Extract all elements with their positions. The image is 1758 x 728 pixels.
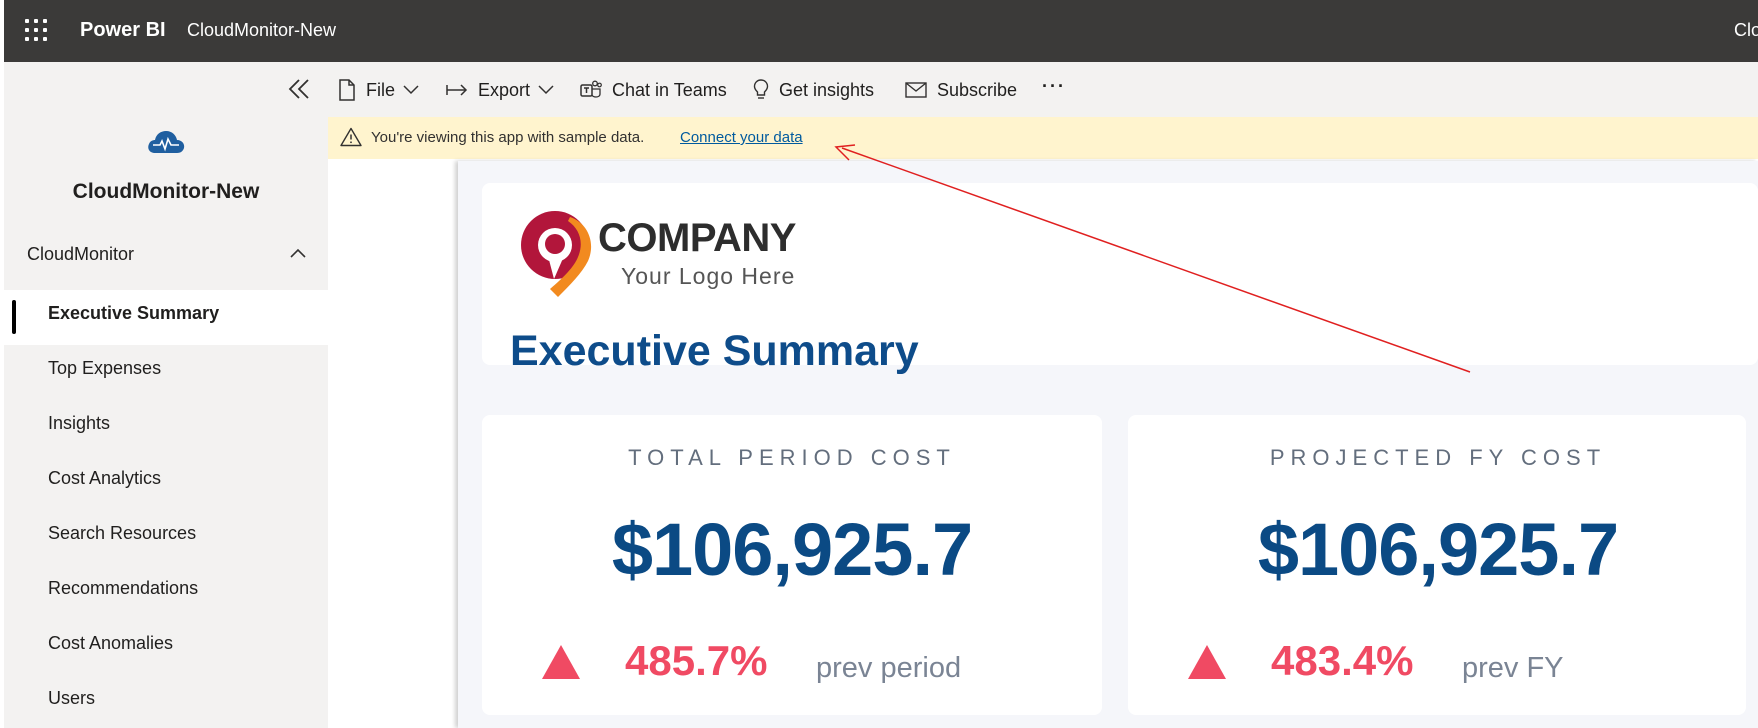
kpi-card-total-period-cost[interactable]: TOTAL PERIOD COST $106,925.7 485.7% prev… bbox=[482, 415, 1102, 715]
report-canvas: COMPANY Your Logo Here Executive Summary… bbox=[328, 159, 1758, 728]
chevron-down-icon bbox=[538, 85, 554, 95]
company-logo-icon bbox=[521, 211, 592, 297]
nav-page-list: Executive Summary Top Expenses Insights … bbox=[4, 290, 328, 728]
file-icon bbox=[339, 79, 355, 101]
kpi-value: $106,925.7 bbox=[611, 508, 973, 591]
brand-label[interactable]: Power BI bbox=[80, 19, 166, 41]
logo-tagline-text: Your Logo Here bbox=[621, 263, 796, 289]
get-insights-label: Get insights bbox=[779, 79, 875, 100]
chevron-down-icon bbox=[403, 85, 419, 95]
sample-data-banner: You're viewing this app with sample data… bbox=[328, 117, 1758, 159]
subscribe-label: Subscribe bbox=[937, 79, 1018, 100]
nav-item-label: Recommendations bbox=[48, 578, 199, 598]
kpi-card-projected-fy-cost[interactable]: PROJECTED FY COST $106,925.7 483.4% prev… bbox=[1128, 415, 1746, 715]
nav-item-label: Cost Anomalies bbox=[48, 633, 174, 653]
window-edge bbox=[0, 0, 4, 728]
chat-in-teams-label: Chat in Teams bbox=[612, 79, 727, 100]
nav-item-search-resources[interactable]: Search Resources bbox=[4, 510, 328, 565]
nav-item-executive-summary[interactable]: Executive Summary bbox=[4, 290, 328, 345]
connect-your-data-link[interactable]: Connect your data bbox=[680, 129, 803, 146]
app-navigation-pane: CloudMonitor-New CloudMonitor Executive … bbox=[4, 62, 328, 728]
nav-item-label: Search Resources bbox=[48, 523, 197, 543]
nav-item-label: Users bbox=[48, 688, 96, 708]
nav-item-label: Cost Analytics bbox=[48, 468, 162, 488]
trend-up-icon bbox=[1188, 645, 1226, 679]
nav-item-label: Top Expenses bbox=[48, 358, 162, 378]
trend-up-icon bbox=[542, 645, 580, 679]
kpi-change: 485.7% bbox=[625, 637, 768, 684]
export-menu-button[interactable]: Export bbox=[446, 75, 554, 105]
header-card: COMPANY Your Logo Here Executive Summary bbox=[482, 183, 1758, 375]
nav-item-recommendations[interactable]: Recommendations bbox=[4, 565, 328, 620]
report-page: COMPANY Your Logo Here Executive Summary… bbox=[458, 161, 1758, 728]
mail-icon bbox=[905, 82, 927, 98]
workspace-title: CloudMonitor-New bbox=[72, 180, 260, 203]
subscribe-button[interactable]: Subscribe bbox=[905, 75, 1017, 105]
kpi-comparison-label: prev period bbox=[816, 652, 962, 684]
nav-item-label: Executive Summary bbox=[48, 303, 220, 323]
report-page-title: Executive Summary bbox=[510, 327, 919, 375]
nav-item-insights[interactable]: Insights bbox=[4, 400, 328, 455]
report-toolbar: File Export C bbox=[328, 62, 1758, 117]
double-chevron-left-icon bbox=[288, 79, 309, 99]
nav-item-cost-analytics[interactable]: Cost Analytics bbox=[4, 455, 328, 510]
export-arrow-icon bbox=[446, 84, 468, 96]
more-options-button[interactable]: ··· bbox=[1042, 75, 1066, 96]
kpi-value: $106,925.7 bbox=[1257, 508, 1619, 591]
lightbulb-icon bbox=[753, 79, 769, 99]
nav-item-cost-anomalies[interactable]: Cost Anomalies bbox=[4, 620, 328, 675]
warning-icon bbox=[340, 127, 362, 147]
nav-section-label: CloudMonitor bbox=[27, 244, 135, 264]
top-app-bar: Power BI CloudMonitor-New Clo bbox=[0, 0, 1758, 62]
banner-message: You're viewing this app with sample data… bbox=[371, 129, 645, 146]
collapse-navigation-button[interactable] bbox=[284, 74, 314, 104]
kpi-title: PROJECTED FY COST bbox=[1269, 445, 1607, 470]
teams-icon bbox=[580, 80, 602, 98]
file-label: File bbox=[366, 79, 396, 100]
nav-item-label: Insights bbox=[48, 413, 111, 433]
logo-company-text: COMPANY bbox=[598, 216, 796, 260]
app-launcher-icon[interactable] bbox=[24, 18, 48, 42]
export-label: Export bbox=[478, 79, 531, 100]
kpi-title: TOTAL PERIOD COST bbox=[628, 445, 956, 470]
file-menu-button[interactable]: File bbox=[338, 75, 419, 105]
cloud-monitor-icon bbox=[148, 131, 185, 153]
top-right-truncated-label: Clo bbox=[1734, 20, 1758, 40]
nav-item-users[interactable]: Users bbox=[4, 675, 328, 728]
kpi-change: 483.4% bbox=[1271, 637, 1414, 684]
app-title: CloudMonitor-New bbox=[187, 20, 337, 40]
chevron-up-icon bbox=[290, 248, 306, 258]
chat-in-teams-button[interactable]: Chat in Teams bbox=[580, 75, 727, 105]
nav-item-top-expenses[interactable]: Top Expenses bbox=[4, 345, 328, 400]
nav-section-cloudmonitor[interactable]: CloudMonitor bbox=[4, 232, 328, 276]
get-insights-button[interactable]: Get insights bbox=[753, 75, 874, 105]
kpi-comparison-label: prev FY bbox=[1462, 652, 1564, 684]
